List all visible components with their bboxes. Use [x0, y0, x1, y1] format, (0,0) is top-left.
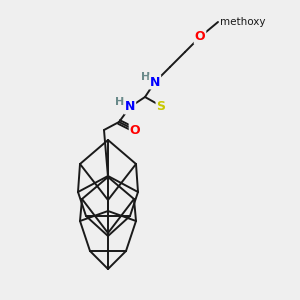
Text: H: H: [141, 72, 151, 82]
Text: N: N: [150, 76, 160, 88]
Text: H: H: [116, 97, 124, 107]
Text: N: N: [125, 100, 135, 113]
Text: O: O: [195, 31, 205, 44]
Text: S: S: [157, 100, 166, 112]
Text: O: O: [130, 124, 140, 136]
Text: methoxy: methoxy: [220, 17, 266, 27]
